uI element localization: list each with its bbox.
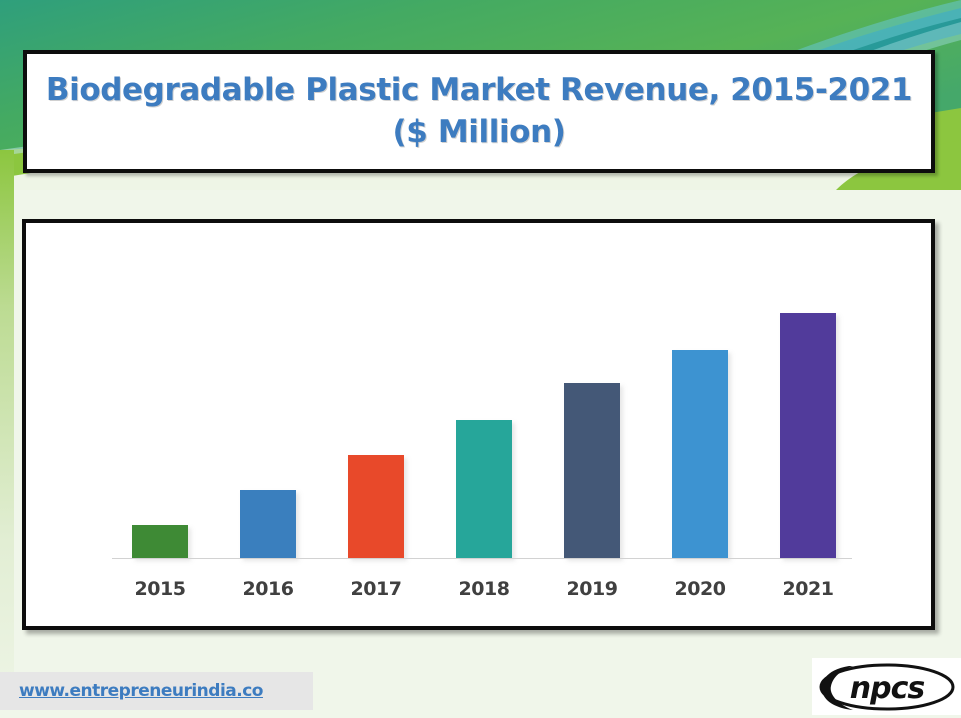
bar-chart-plot-area: 2015 2016 2017 2018 2019 2020 2021 (26, 223, 931, 626)
x-axis-label-2016: 2016 (242, 578, 294, 600)
svg-text:npcs: npcs (849, 671, 924, 706)
bars-layer: 2015 2016 2017 2018 2019 2020 2021 (26, 223, 931, 626)
npcs-logo-icon: npcs (819, 663, 954, 710)
x-axis-label-2018: 2018 (458, 578, 510, 600)
left-accent-stripe (0, 150, 14, 710)
bar-2021[interactable] (780, 313, 839, 561)
npcs-logo: npcs (812, 658, 961, 715)
bar-2018[interactable] (456, 420, 515, 561)
bar-fill (240, 490, 296, 558)
x-axis-line (112, 558, 852, 559)
bar-2019[interactable] (564, 383, 623, 561)
x-axis-label-2015: 2015 (134, 578, 186, 600)
bar-fill (132, 525, 188, 558)
x-axis-label-2020: 2020 (674, 578, 726, 600)
bar-2020[interactable] (672, 350, 731, 561)
website-link[interactable]: www.entrepreneurindia.co (19, 681, 263, 701)
page-subtitle: ($ Million) (392, 113, 566, 150)
bar-fill (456, 420, 512, 558)
bar-2017[interactable] (348, 455, 407, 561)
x-axis-label-2017: 2017 (350, 578, 402, 600)
title-box: Biodegradable Plastic Market Revenue, 20… (23, 50, 935, 173)
x-axis-label-2019: 2019 (566, 578, 618, 600)
chart-container: 2015 2016 2017 2018 2019 2020 2021 (22, 219, 935, 630)
bar-2016[interactable] (240, 490, 299, 561)
bar-fill (780, 313, 836, 558)
bar-2015[interactable] (132, 525, 191, 561)
bar-fill (564, 383, 620, 558)
bar-fill (672, 350, 728, 558)
footer-url-box: www.entrepreneurindia.co (0, 672, 313, 710)
bar-fill (348, 455, 404, 558)
page-title: Biodegradable Plastic Market Revenue, 20… (45, 71, 913, 108)
x-axis-label-2021: 2021 (782, 578, 834, 600)
